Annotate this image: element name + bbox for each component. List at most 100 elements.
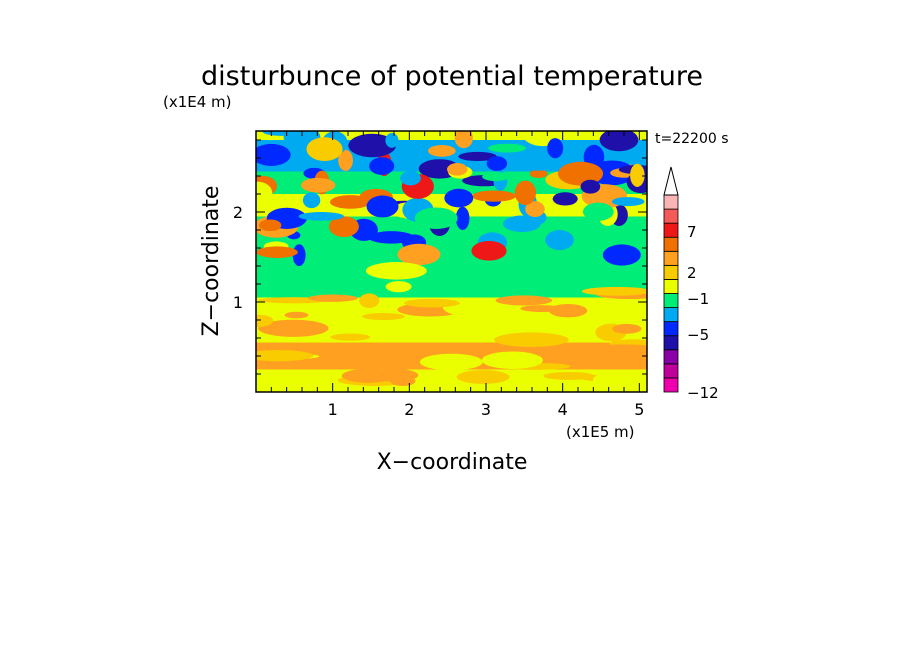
field-blob: [471, 190, 516, 202]
field-blob: [548, 304, 588, 318]
colorbar-label: −5: [687, 326, 709, 344]
colorbar-label: −12: [687, 384, 719, 402]
y-tick-label: 2: [233, 203, 243, 222]
colorbar-cell: [663, 236, 679, 252]
field-blob: [587, 344, 647, 352]
field-blob: [427, 145, 456, 157]
field-blob: [488, 143, 527, 153]
field-blob: [521, 154, 556, 171]
colorbar-arrow: [663, 166, 679, 196]
field-blob: [552, 192, 578, 206]
colorbar-cell: [663, 335, 679, 351]
field-blob: [529, 347, 586, 364]
field-blob: [256, 143, 291, 166]
field-blob: [366, 195, 399, 218]
field-blob: [495, 295, 553, 306]
field-blob: [302, 192, 321, 209]
colorbar-label: 2: [687, 264, 697, 282]
field-blob: [419, 353, 483, 371]
field-blob: [581, 286, 647, 296]
field-blob: [328, 216, 359, 238]
field-blob: [365, 262, 427, 280]
field-blob: [580, 179, 601, 194]
field-blob: [329, 195, 371, 209]
x-axis: 1 2 3 4 5: [270, 131, 644, 419]
field-blob: [306, 137, 343, 162]
colorbar-label: 7: [687, 223, 697, 241]
field-blob: [471, 241, 507, 261]
field-blob: [385, 133, 399, 148]
field-band-5: [256, 266, 647, 298]
field-blob: [308, 294, 358, 302]
field-blob: [444, 188, 474, 208]
field-blob: [529, 169, 548, 179]
colorbar-cell: [663, 363, 679, 379]
field-blob: [482, 172, 509, 182]
y-unit-label: (x1E4 m): [163, 93, 232, 111]
colorbar-cell: [663, 349, 679, 365]
field-blob: [404, 298, 460, 308]
field-blob: [256, 314, 274, 327]
y-axis: 12: [233, 139, 647, 375]
field-blob: [369, 157, 395, 175]
x-unit-label: (x1E5 m): [566, 423, 635, 441]
field-blob: [400, 170, 421, 186]
x-tick-label: 3: [481, 400, 491, 419]
x-axis-title: X−coordinate: [377, 450, 528, 475]
y-axis-title: Z−coordinate: [199, 186, 224, 337]
field-blob: [447, 163, 468, 176]
colorbar-cell: [663, 321, 679, 337]
colorbar-label: −1: [687, 290, 709, 308]
field-blob: [348, 133, 396, 158]
x-tick-label: 4: [558, 400, 568, 419]
field-blob: [599, 131, 639, 152]
colorbar-cell: [663, 307, 679, 323]
field-blob: [292, 244, 306, 267]
field-blob: [486, 156, 508, 171]
colorbar-cell: [663, 222, 679, 238]
x-tick-label: 5: [634, 400, 644, 419]
field-blob: [630, 163, 645, 187]
field-blob: [259, 219, 282, 232]
field-blob: [611, 197, 645, 207]
field-blob: [547, 138, 564, 159]
field-blob: [359, 293, 380, 309]
x-tick-label: 2: [404, 400, 414, 419]
field-band-8: [256, 369, 647, 392]
contour-field: [256, 131, 647, 392]
y-tick-label: 1: [233, 293, 243, 312]
colorbar-cell: [663, 293, 679, 308]
field-blob: [256, 181, 273, 205]
chart-title: disturbunce of potential temperature: [201, 61, 703, 92]
field-blob: [503, 215, 541, 233]
colorbar-cell: [663, 377, 679, 393]
field-blob: [611, 310, 647, 324]
time-label: t=22200 s: [655, 131, 729, 147]
field-blob: [385, 281, 412, 293]
field-blob: [256, 246, 298, 258]
field-blob: [514, 180, 537, 206]
field-blob: [458, 151, 497, 162]
field-blob: [256, 350, 314, 362]
field-blob: [300, 177, 336, 193]
field-blob: [612, 323, 642, 334]
field-blob: [582, 202, 614, 221]
field-blob: [362, 312, 405, 321]
field-blob: [298, 212, 344, 221]
field-blob: [284, 311, 309, 319]
field-blob: [602, 244, 641, 266]
field-blob: [525, 201, 545, 217]
field-band-0: [256, 131, 647, 140]
field-blob: [456, 370, 510, 384]
field-blob: [557, 161, 604, 186]
colorbar-cell: [663, 194, 679, 210]
field-blob: [454, 131, 473, 149]
field-blob: [371, 368, 419, 382]
x-tick-label: 1: [328, 400, 338, 419]
field-blob: [592, 371, 647, 389]
field-blob: [455, 206, 470, 230]
field-blob: [258, 319, 329, 337]
colorbar-cell: [663, 279, 679, 294]
colorbar: 7 2 −1 −5 −12: [663, 166, 719, 402]
